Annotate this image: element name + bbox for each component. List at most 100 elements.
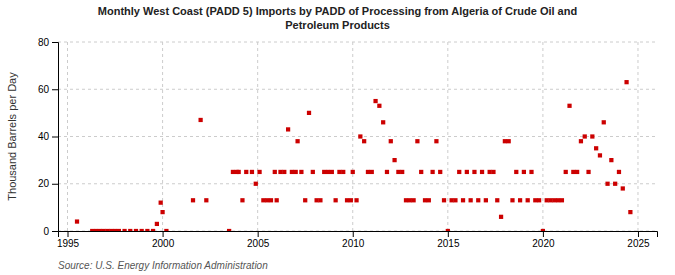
tick-mark [52,42,58,43]
tick-label: 60 [38,84,50,95]
tick: 2005 [247,231,270,249]
tick-mark [52,184,58,185]
point [155,222,159,226]
title-line: Petroleum Products [285,19,390,31]
point [389,139,393,143]
title-line: Monthly West Coast (PADD 5) Imports by P… [98,5,577,17]
point [307,111,311,115]
point [446,229,450,231]
point [362,139,366,143]
tick-label: 0 [43,226,49,237]
point [613,182,617,186]
point [491,170,495,174]
point [503,139,507,143]
point [351,170,355,174]
point [571,170,575,174]
x-axis: 1995200020052010201520202025 [57,231,658,249]
point [98,229,102,231]
point [469,198,473,202]
point [94,229,98,231]
point [145,229,149,231]
point [423,198,427,202]
point [396,170,400,174]
tick-mark [258,231,259,237]
point [594,146,598,150]
point [590,134,594,138]
point [541,229,545,231]
point [617,170,621,174]
point [204,198,208,202]
point [579,139,583,143]
point [113,229,117,231]
point [330,170,334,174]
point [602,120,606,124]
point [102,229,106,231]
point [75,219,79,223]
point [484,198,488,202]
point [326,170,330,174]
point [337,170,341,174]
point [510,198,514,202]
point [244,170,248,174]
point [191,198,195,202]
grid-line-x [637,42,638,231]
grid-line-x [67,42,68,231]
tick-mark [68,231,69,237]
tick-label: 20 [38,178,50,189]
tick: 2000 [152,231,175,249]
point [453,198,457,202]
point [311,170,315,174]
tick-mark [52,137,58,138]
point [545,198,549,202]
tick-label: 2020 [532,238,555,249]
point [472,170,476,174]
point [322,170,326,174]
point [381,120,385,124]
point [609,158,613,162]
point [240,198,244,202]
plot-area: 1995200020052010201520202025020406080 [38,37,658,249]
point [419,170,423,174]
point [303,198,307,202]
y-axis-title: Thousand Barrels per Day [6,72,18,201]
point [465,170,469,174]
point [526,198,530,202]
point [265,198,269,202]
point [373,99,377,103]
point [537,198,541,202]
grid-line-x [542,42,543,231]
tick-mark [543,231,544,237]
point [488,170,492,174]
point [122,229,126,231]
point [358,134,362,138]
point [624,80,628,84]
point [411,198,415,202]
point [275,198,279,202]
point [450,198,454,202]
y-axis: 020406080 [38,37,59,237]
point [257,170,261,174]
point [548,198,552,202]
point [105,229,109,231]
point [90,229,94,231]
point [299,170,303,174]
point [575,170,579,174]
tick-mark [52,231,58,232]
point [457,170,461,174]
point [273,170,277,174]
point [109,229,113,231]
point [160,210,164,214]
grid-line-y [58,42,657,43]
point [134,229,138,231]
tick: 80 [38,37,58,48]
point [198,118,202,122]
point [533,198,537,202]
point [334,198,338,202]
point [556,198,560,202]
tick: 2015 [437,231,460,249]
tick: 2025 [627,231,650,249]
point [282,170,286,174]
tick: 2020 [532,231,555,249]
point [278,170,282,174]
point [392,158,396,162]
